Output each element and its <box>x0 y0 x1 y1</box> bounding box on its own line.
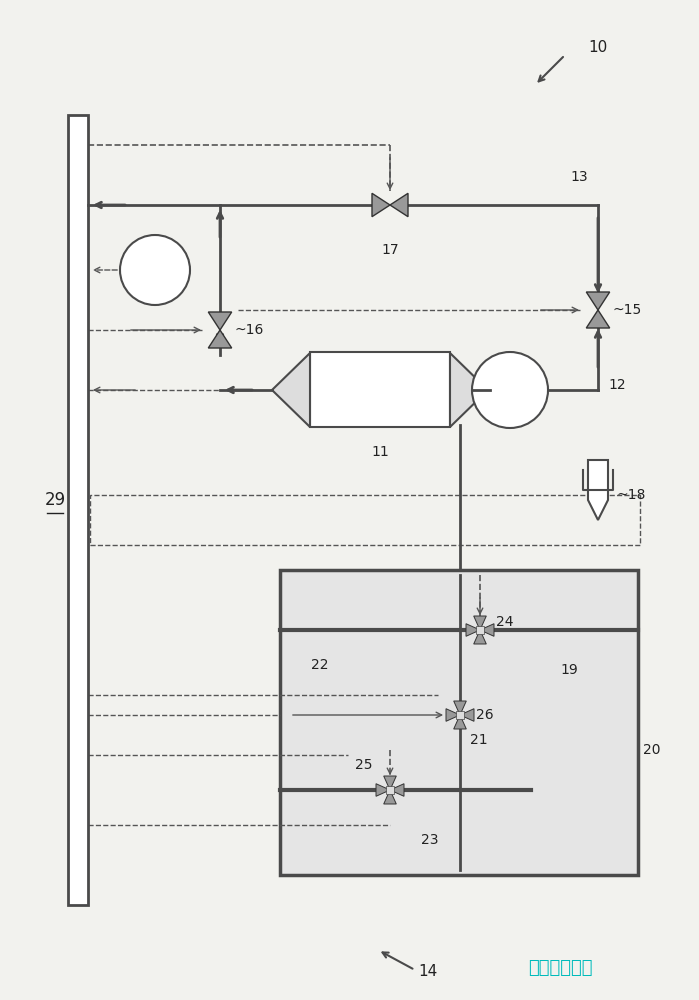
Text: 29: 29 <box>45 491 66 509</box>
Text: 13: 13 <box>570 170 588 184</box>
Polygon shape <box>588 460 608 520</box>
Polygon shape <box>454 715 466 729</box>
Polygon shape <box>466 624 480 636</box>
Text: 23: 23 <box>421 833 439 847</box>
Text: 彩虹网址导航: 彩虹网址导航 <box>528 959 592 977</box>
Polygon shape <box>446 709 460 721</box>
Polygon shape <box>586 310 610 328</box>
Text: 21: 21 <box>470 733 488 747</box>
Polygon shape <box>474 616 487 630</box>
Bar <box>456 711 463 719</box>
Bar <box>90 495 640 545</box>
Text: 11: 11 <box>371 445 389 459</box>
Polygon shape <box>474 630 487 644</box>
Text: ~16: ~16 <box>234 323 264 337</box>
Bar <box>476 626 484 634</box>
Text: 10: 10 <box>588 40 607 55</box>
Polygon shape <box>460 709 474 721</box>
Bar <box>310 352 450 427</box>
Polygon shape <box>384 776 396 790</box>
Polygon shape <box>384 790 396 804</box>
Text: 17: 17 <box>381 243 399 257</box>
Text: 26: 26 <box>476 708 493 722</box>
Text: 27: 27 <box>500 384 520 399</box>
Text: 12: 12 <box>608 378 626 392</box>
Text: ~15: ~15 <box>612 303 641 317</box>
Polygon shape <box>480 624 494 636</box>
Bar <box>280 570 638 875</box>
Bar <box>68 115 88 905</box>
Polygon shape <box>208 312 231 330</box>
Circle shape <box>472 352 548 428</box>
Bar <box>387 786 394 794</box>
Text: 14: 14 <box>418 964 438 980</box>
Polygon shape <box>376 784 390 796</box>
Text: 28: 28 <box>145 264 165 279</box>
Polygon shape <box>454 701 466 715</box>
Text: 19: 19 <box>560 663 578 677</box>
Polygon shape <box>372 193 390 217</box>
Text: 22: 22 <box>311 658 329 672</box>
Polygon shape <box>390 193 408 217</box>
Polygon shape <box>390 784 404 796</box>
Text: 20: 20 <box>643 743 661 757</box>
Polygon shape <box>586 292 610 310</box>
Circle shape <box>120 235 190 305</box>
Text: ~18: ~18 <box>616 488 645 502</box>
Polygon shape <box>450 353 488 427</box>
Text: 25: 25 <box>355 758 373 772</box>
Polygon shape <box>208 330 231 348</box>
Polygon shape <box>272 353 310 427</box>
Text: 24: 24 <box>496 615 514 629</box>
